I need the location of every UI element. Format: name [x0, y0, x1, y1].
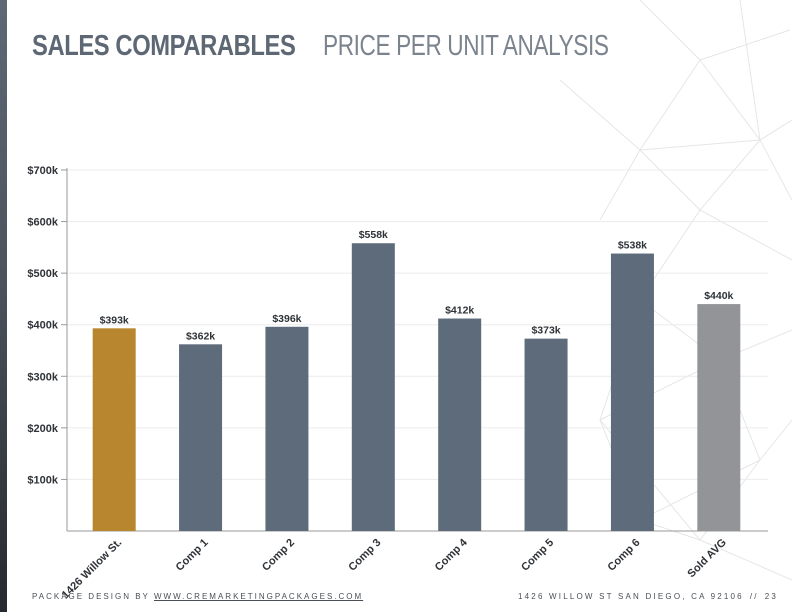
bar: [697, 304, 741, 531]
page-title-light: PRICE PER UNIT ANALYSIS: [322, 30, 609, 62]
footer-address: 1426 WILLOW ST SAN DIEGO, CA 92106: [518, 592, 744, 601]
y-tick-label: $300k: [27, 371, 58, 383]
bar: [265, 326, 309, 531]
footer-website-link[interactable]: WWW.CREMARKETINGPACKAGES.COM: [153, 592, 364, 601]
page-title: SALES COMPARABLES PRICE PER UNIT ANALYSI…: [32, 28, 689, 64]
bar-value-label: $362k: [186, 330, 215, 342]
bar-value-label: $373k: [531, 325, 560, 337]
x-tick-label: Sold AVG: [685, 537, 728, 580]
bar-value-label: $412k: [445, 305, 474, 317]
y-tick-label: $400k: [27, 320, 58, 332]
page-number: 23: [764, 592, 778, 601]
bar-value-label: $538k: [618, 240, 647, 252]
left-accent-bar: [0, 0, 7, 612]
bar-value-label: $393k: [100, 314, 129, 326]
bar-value-label: $440k: [704, 290, 733, 302]
x-tick-label: Comp 3: [346, 537, 383, 574]
x-tick-label: Comp 6: [606, 537, 643, 574]
y-tick-label: $600k: [27, 217, 58, 229]
bar: [610, 253, 654, 531]
y-tick-label: $500k: [27, 268, 58, 280]
footer-separator: //: [749, 592, 759, 601]
bar-value-label: $396k: [272, 313, 301, 325]
bar: [179, 344, 223, 531]
y-tick-label: $700k: [27, 165, 58, 177]
bar: [524, 338, 568, 531]
y-tick-label: $200k: [27, 423, 58, 435]
page-title-bold: SALES COMPARABLES: [32, 30, 296, 62]
x-tick-label: Comp 1: [174, 537, 211, 574]
x-tick-label: Comp 2: [260, 537, 297, 574]
footer-page-info: 1426 WILLOW ST SAN DIEGO, CA 92106 // 23: [518, 592, 778, 601]
footer-credit: PACKAGE DESIGN BY WWW.CREMARKETINGPACKAG…: [32, 592, 363, 601]
bar: [438, 318, 482, 531]
bar-value-label: $558k: [359, 229, 388, 241]
y-tick-label: $100k: [27, 474, 58, 486]
bar: [351, 243, 395, 531]
bar: [92, 328, 136, 531]
x-tick-label: Comp 4: [433, 536, 471, 574]
footer-credit-prefix: PACKAGE DESIGN BY: [32, 592, 150, 601]
x-tick-label: Comp 5: [519, 537, 556, 574]
